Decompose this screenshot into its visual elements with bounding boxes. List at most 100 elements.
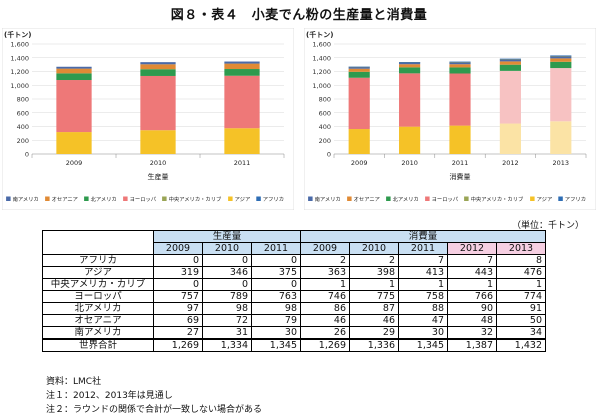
- consumption-bar-SouthAmerica-2013: [550, 56, 572, 59]
- consumption-legend-label: オセアニア: [354, 196, 380, 203]
- table-row: ヨーロッパ 757 789 763 746 775 758 766 774: [42, 290, 546, 303]
- consumption-bar-Asia-2012: [499, 123, 521, 154]
- table-cell: 1: [349, 278, 399, 291]
- consumption-x-tick-label: 2012: [502, 159, 519, 167]
- consumption-y-tick-label: 1,000: [312, 82, 331, 90]
- table-year-header: 2013: [496, 242, 546, 255]
- production-x-tick-label: 2009: [66, 159, 83, 167]
- table-cell: 30: [398, 326, 448, 340]
- consumption-bar-Europe-2011: [449, 73, 471, 126]
- consumption-legend-swatch: [425, 196, 430, 201]
- table-cell: 413: [398, 266, 448, 279]
- table-total-row: 世界合計 1,269 1,334 1,345 1,269 1,336 1,345 1,387 1…: [42, 338, 546, 352]
- consumption-legend-label: アジア: [537, 196, 553, 203]
- production-bar-NorthAmerica-2009: [56, 73, 92, 81]
- production-group-header: 生産量: [153, 230, 301, 243]
- table-cell: 319: [153, 266, 203, 279]
- table-cell: 32: [447, 326, 497, 340]
- table-cell: 1,345: [251, 338, 301, 352]
- table-cell: 98: [251, 302, 301, 315]
- table-year-header: 2009: [300, 242, 350, 255]
- production-legend-swatch: [228, 196, 233, 201]
- production-legend-swatch: [6, 196, 11, 201]
- table-cell: 27: [153, 326, 203, 340]
- table-row: 中央アメリカ・カリブ 0 0 0 1 1 1 1 1: [42, 278, 546, 291]
- consumption-bar-NorthAmerica-2012: [499, 64, 521, 71]
- page-title: 図８・表４ 小麦でん粉の生産量と消費量: [170, 8, 428, 23]
- table-cell: 443: [447, 266, 497, 279]
- production-chart: (千トン) 0 200 400 600 800 1,000 1,200 1,400 1,600 20…: [2, 28, 294, 210]
- consumption-y-tick-label: 600: [319, 109, 331, 117]
- forecast-note: 注１：2012、2013年は見通し: [46, 391, 173, 401]
- table-cell: 46: [349, 314, 399, 327]
- consumption-bar-NorthAmerica-2009: [348, 71, 370, 78]
- table-cell: 398: [349, 266, 399, 279]
- table-cell: 1: [496, 278, 546, 291]
- production-bar-SouthAmerica-2011: [224, 61, 260, 64]
- consumption-y-tick-label: 1,400: [312, 54, 331, 62]
- table-cell: 1,334: [202, 338, 252, 352]
- production-x-tick-label: 2011: [234, 159, 251, 167]
- production-bar-Asia-2009: [56, 132, 92, 154]
- consumption-x-axis-title: 消費量: [450, 172, 471, 181]
- table-cell: 1,387: [447, 338, 497, 352]
- table-cell: 1: [398, 278, 448, 291]
- production-y-tick-label: 1,600: [10, 41, 29, 49]
- production-x-axis-title: 生産量: [148, 172, 169, 181]
- production-y-tick-label: 1,200: [10, 68, 29, 76]
- table-row: アフリカ 0 0 0 2 2 7 7 8: [42, 254, 546, 267]
- consumption-chart: (千トン) 0 200 400 600 800 1,000 1,200 1,400 1,600 20…: [304, 28, 596, 210]
- production-legend-swatch: [123, 196, 128, 201]
- production-legend-label: 中央アメリカ・カリブ: [169, 195, 222, 203]
- table-row-label: 世界合計: [42, 338, 154, 352]
- consumption-y-tick-label: 200: [319, 137, 331, 145]
- table-cell: 34: [496, 326, 546, 340]
- production-y-tick-label: 600: [17, 109, 29, 117]
- consumption-bar-SouthAmerica-2011: [449, 62, 471, 65]
- production-bar-Asia-2010: [140, 130, 176, 154]
- table-row: アジア 319 346 375 363 398 413 443 476: [42, 266, 546, 279]
- table-cell: 31: [202, 326, 252, 340]
- table-row-label: 南アメリカ: [42, 326, 154, 340]
- table-cell: 363: [300, 266, 350, 279]
- consumption-bar-Europe-2010: [399, 73, 421, 127]
- consumption-bar-Asia-2011: [449, 125, 471, 154]
- table-row: 北アメリカ 97 98 98 86 87 88 90 91: [42, 302, 546, 315]
- consumption-bar-Africa-2013: [550, 55, 572, 56]
- table-cell: 98: [202, 302, 252, 315]
- production-bar-NorthAmerica-2011: [224, 69, 260, 76]
- consumption-bar-Asia-2013: [550, 121, 572, 154]
- consumption-bar-SouthAmerica-2009: [348, 66, 370, 69]
- production-y-tick-label: 400: [17, 123, 29, 131]
- table-cell: 346: [202, 266, 252, 279]
- consumption-chart-svg: (千トン) 0 200 400 600 800 1,000 1,200 1,400 1,600 20…: [304, 28, 596, 210]
- production-legend-label: アフリカ: [263, 196, 284, 203]
- table-row-label: オセアニア: [42, 314, 154, 327]
- table-row: オセアニア 69 72 79 46 46 47 48 50: [42, 314, 546, 327]
- production-bar-Europe-2010: [140, 75, 176, 131]
- consumption-bar-Oceania-2013: [550, 58, 572, 62]
- consumption-legend-swatch: [558, 196, 563, 201]
- table-cell: 1: [447, 278, 497, 291]
- table-cell: 0: [153, 278, 203, 291]
- table-row-label: アフリカ: [42, 254, 154, 267]
- table-cell: 29: [349, 326, 399, 340]
- production-y-tick-label: 1,400: [10, 54, 29, 62]
- table-cell: 774: [496, 290, 546, 303]
- consumption-bar-Europe-2012: [499, 70, 521, 124]
- consumption-y-tick-label: 1,600: [312, 41, 331, 49]
- table-cell: 746: [300, 290, 350, 303]
- table-cell: 0: [202, 278, 252, 291]
- production-y-tick-label: 800: [17, 96, 29, 104]
- table-year-header: 2012: [447, 242, 497, 255]
- table-body: アフリカ 0 0 0 2 2 7 7 8 アジア 319 346 375 363 398 413 443 476 中…: [42, 254, 546, 352]
- consumption-legend-swatch: [464, 196, 469, 201]
- consumption-legend-swatch: [308, 196, 313, 201]
- consumption-bar-Oceania-2009: [348, 68, 370, 72]
- production-legend-label: アジア: [235, 196, 251, 203]
- consumption-bar-Europe-2009: [348, 77, 370, 130]
- table-cell: 757: [153, 290, 203, 303]
- consumption-bar-Asia-2009: [348, 129, 370, 154]
- table-row-label: アジア: [42, 266, 154, 279]
- table-cell: 30: [251, 326, 301, 340]
